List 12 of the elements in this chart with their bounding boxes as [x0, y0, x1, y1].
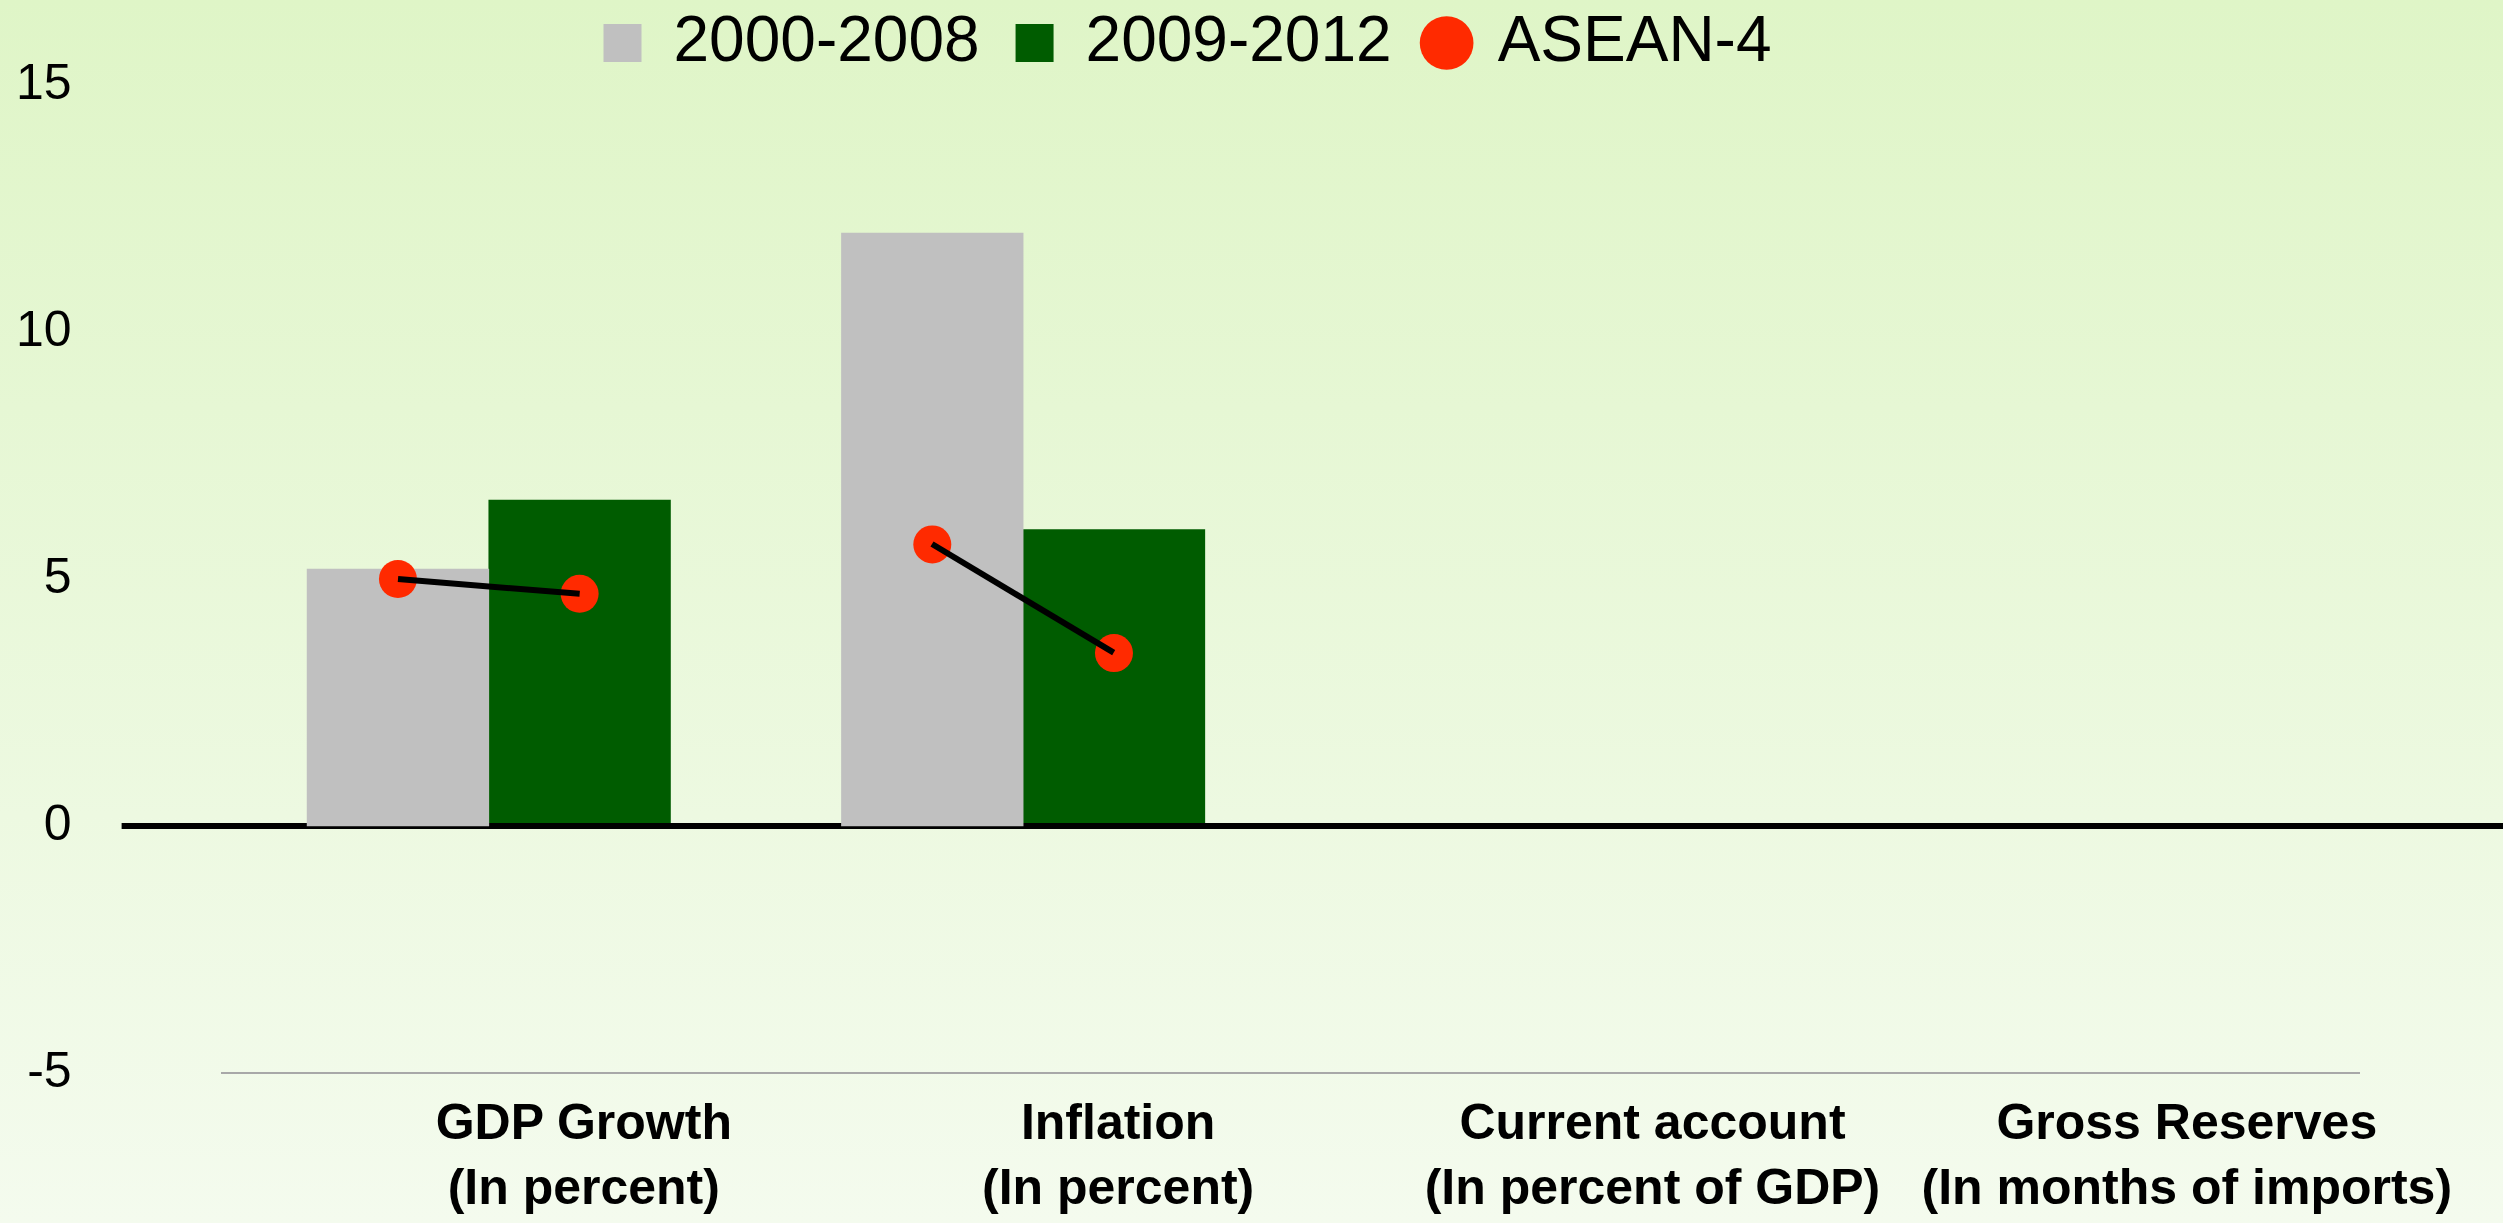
x-tick-label: Inflation (In percent): [982, 1094, 1255, 1216]
x-tick-label: Gross Reserves (In months of imports): [1921, 1094, 2453, 1216]
y-tick-label: -5: [27, 1041, 72, 1098]
legend-label: 2000-2008: [673, 2, 980, 75]
y-tick-label: 10: [15, 300, 72, 357]
legend-label: ASEAN-4: [1497, 2, 1772, 75]
y-tick-label: 0: [43, 794, 72, 851]
y-tick-label: 15: [15, 53, 72, 110]
legend-label: 2009-2012: [1085, 2, 1392, 75]
y-tick-label: 5: [43, 547, 72, 604]
x-tick-label: GDP Growth (In percent): [435, 1094, 732, 1216]
x-tick-label: Current account (In percent of GDP): [1424, 1094, 1881, 1216]
